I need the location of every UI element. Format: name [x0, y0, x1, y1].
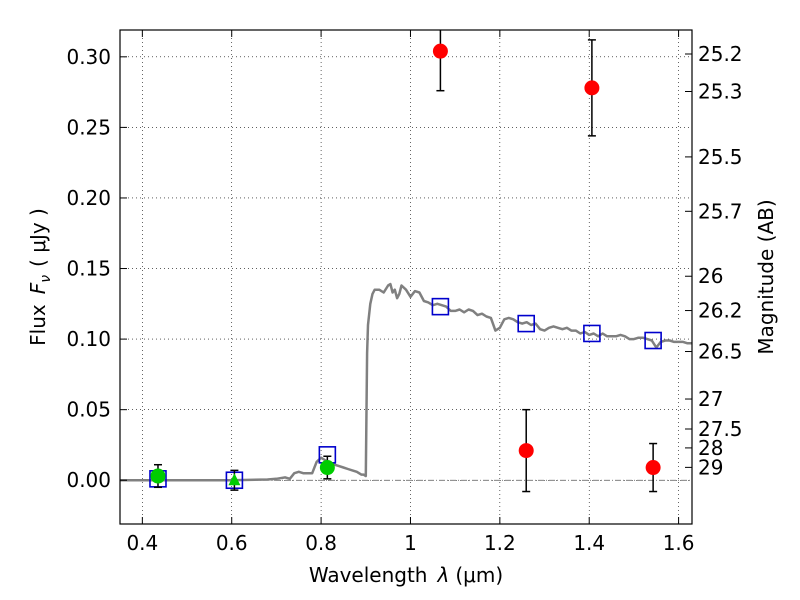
x-tick-label: 1.2 [484, 531, 516, 555]
x-axis-label: Wavelength λ (μm) [309, 563, 503, 587]
plot-area [120, 30, 692, 493]
red-data-point [518, 443, 534, 459]
x-tick-label: 1.4 [573, 531, 605, 555]
red-data-point [432, 43, 448, 59]
model-flux-square-marker [517, 314, 536, 333]
y2-tick-label: 26.2 [698, 299, 743, 323]
x-tick-label: 0.6 [216, 531, 248, 555]
y2-tick-label: 25.3 [698, 80, 743, 104]
y2-tick-label: 26 [698, 264, 723, 288]
green-data-point [319, 460, 335, 476]
x-tick-label: 1 [404, 531, 417, 555]
y2-tick-label: 25.5 [698, 145, 743, 169]
model-flux-square-marker [431, 297, 450, 316]
y-tick-label: 0.05 [66, 398, 111, 422]
red-data-point [645, 460, 661, 476]
y-axis-label: FluxFν( μJy ) [26, 208, 54, 346]
green-triangle-marker [228, 473, 241, 486]
y2-tick-label: 28 [698, 436, 723, 460]
green-data-point [150, 468, 166, 484]
sed-model-line [120, 282, 692, 482]
x-tick-label: 0.8 [305, 531, 337, 555]
model-flux-square-marker [583, 324, 601, 343]
y-tick-label: 0.25 [66, 115, 111, 139]
y2-tick-label: 29 [698, 455, 723, 479]
y-tick-label: 0.20 [66, 186, 111, 210]
red-data-point [584, 80, 600, 96]
y2-tick-label: 26.5 [698, 340, 743, 364]
ticks: 0.4 0.6 0.8 1 1.2 1.4 1.6 0.00 0.05 0.10 0.15 0.20 0… [66, 30, 743, 555]
y2-tick-label: 25.2 [698, 42, 743, 66]
y-tick-label: 0.10 [66, 327, 111, 351]
y2-tick-label: 27.5 [698, 417, 743, 441]
axes-frame [119, 29, 693, 525]
y2-axis-label: Magnitude (AB) [754, 199, 778, 354]
x-tick-label: 1.6 [663, 531, 695, 555]
y2-tick-label: 25.7 [698, 199, 743, 223]
x-tick-label: 0.4 [126, 531, 158, 555]
model-flux-square-marker [644, 331, 662, 350]
y-tick-label: 0.15 [66, 257, 111, 281]
y-tick-label: 0.00 [66, 468, 111, 492]
y-tick-label: 0.30 [66, 45, 111, 69]
y2-tick-label: 27 [698, 387, 723, 411]
